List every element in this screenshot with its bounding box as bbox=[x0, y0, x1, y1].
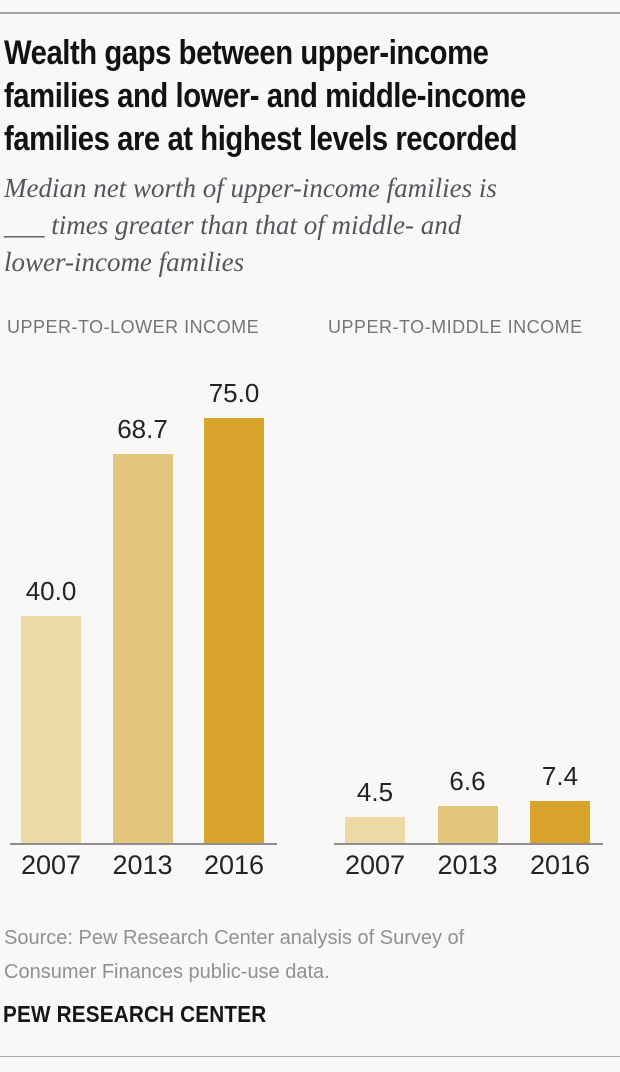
bar bbox=[345, 817, 405, 843]
pew-research-center-wordmark: PEW RESEARCH CENTER bbox=[3, 1001, 267, 1027]
source-line: Consumer Finances public-use data. bbox=[4, 961, 330, 983]
subtitle-line: Median net worth of upper-income familie… bbox=[4, 173, 497, 203]
x-axis-tick-label: 2007 bbox=[21, 850, 82, 880]
bar-column: 6.6 bbox=[437, 766, 498, 843]
bar-column: 40.0 bbox=[21, 576, 81, 843]
bar bbox=[530, 801, 590, 843]
x-axis-tick-label: 2013 bbox=[437, 850, 498, 880]
bar-column: 68.7 bbox=[112, 414, 173, 843]
bar-value-label: 4.5 bbox=[356, 777, 394, 807]
x-axis-tick-label: 2013 bbox=[112, 850, 173, 880]
source-line: Source: Pew Research Center analysis of … bbox=[4, 927, 465, 949]
title-line: Wealth gaps between upper-income bbox=[4, 34, 489, 72]
x-axis-tick-label: 2016 bbox=[204, 850, 265, 880]
bar-value-label: 75.0 bbox=[208, 378, 260, 408]
bar-value-label: 6.6 bbox=[449, 766, 486, 796]
group-label-upper-to-middle: UPPER-TO-MIDDLE INCOME bbox=[328, 317, 583, 337]
bar-column: 75.0 bbox=[204, 378, 264, 843]
bar-column: 7.4 bbox=[530, 761, 590, 843]
bar-column: 4.5 bbox=[345, 777, 405, 843]
subtitle-line: ___ times greater than that of middle- a… bbox=[4, 210, 462, 240]
group-label-upper-to-lower: UPPER-TO-LOWER INCOME bbox=[7, 317, 260, 337]
bar-chart: 40.0 68.7 75.0 4.5 6.6 7.4 bbox=[0, 345, 620, 845]
title-line: families and lower- and middle-income bbox=[4, 77, 526, 115]
bar-value-label: 7.4 bbox=[541, 761, 579, 791]
bar bbox=[437, 806, 498, 843]
top-rule bbox=[0, 12, 620, 14]
bottom-rule bbox=[0, 1056, 620, 1057]
bar-value-label: 68.7 bbox=[117, 414, 168, 444]
bar-group-upper-to-middle: 4.5 6.6 7.4 bbox=[334, 345, 603, 845]
bar bbox=[112, 454, 173, 843]
bar-group-upper-to-lower: 40.0 68.7 75.0 bbox=[10, 345, 277, 845]
subtitle-line: lower-income families bbox=[4, 247, 245, 277]
x-axis-tick-label: 2007 bbox=[345, 850, 406, 880]
x-axis-tick-label: 2016 bbox=[530, 850, 591, 880]
bar-value-label: 40.0 bbox=[25, 576, 77, 606]
bar bbox=[204, 418, 264, 843]
bar bbox=[21, 616, 81, 843]
page-title: Wealth gaps between upper-income familie… bbox=[4, 32, 620, 161]
chart-subtitle: Median net worth of upper-income familie… bbox=[4, 170, 614, 281]
x-axis-labels-right: 2007 2013 2016 bbox=[334, 850, 603, 881]
source-note: Source: Pew Research Center analysis of … bbox=[4, 921, 604, 989]
title-line: families are at highest levels recorded bbox=[4, 120, 518, 158]
x-axis-labels-left: 2007 2013 2016 bbox=[10, 850, 277, 881]
